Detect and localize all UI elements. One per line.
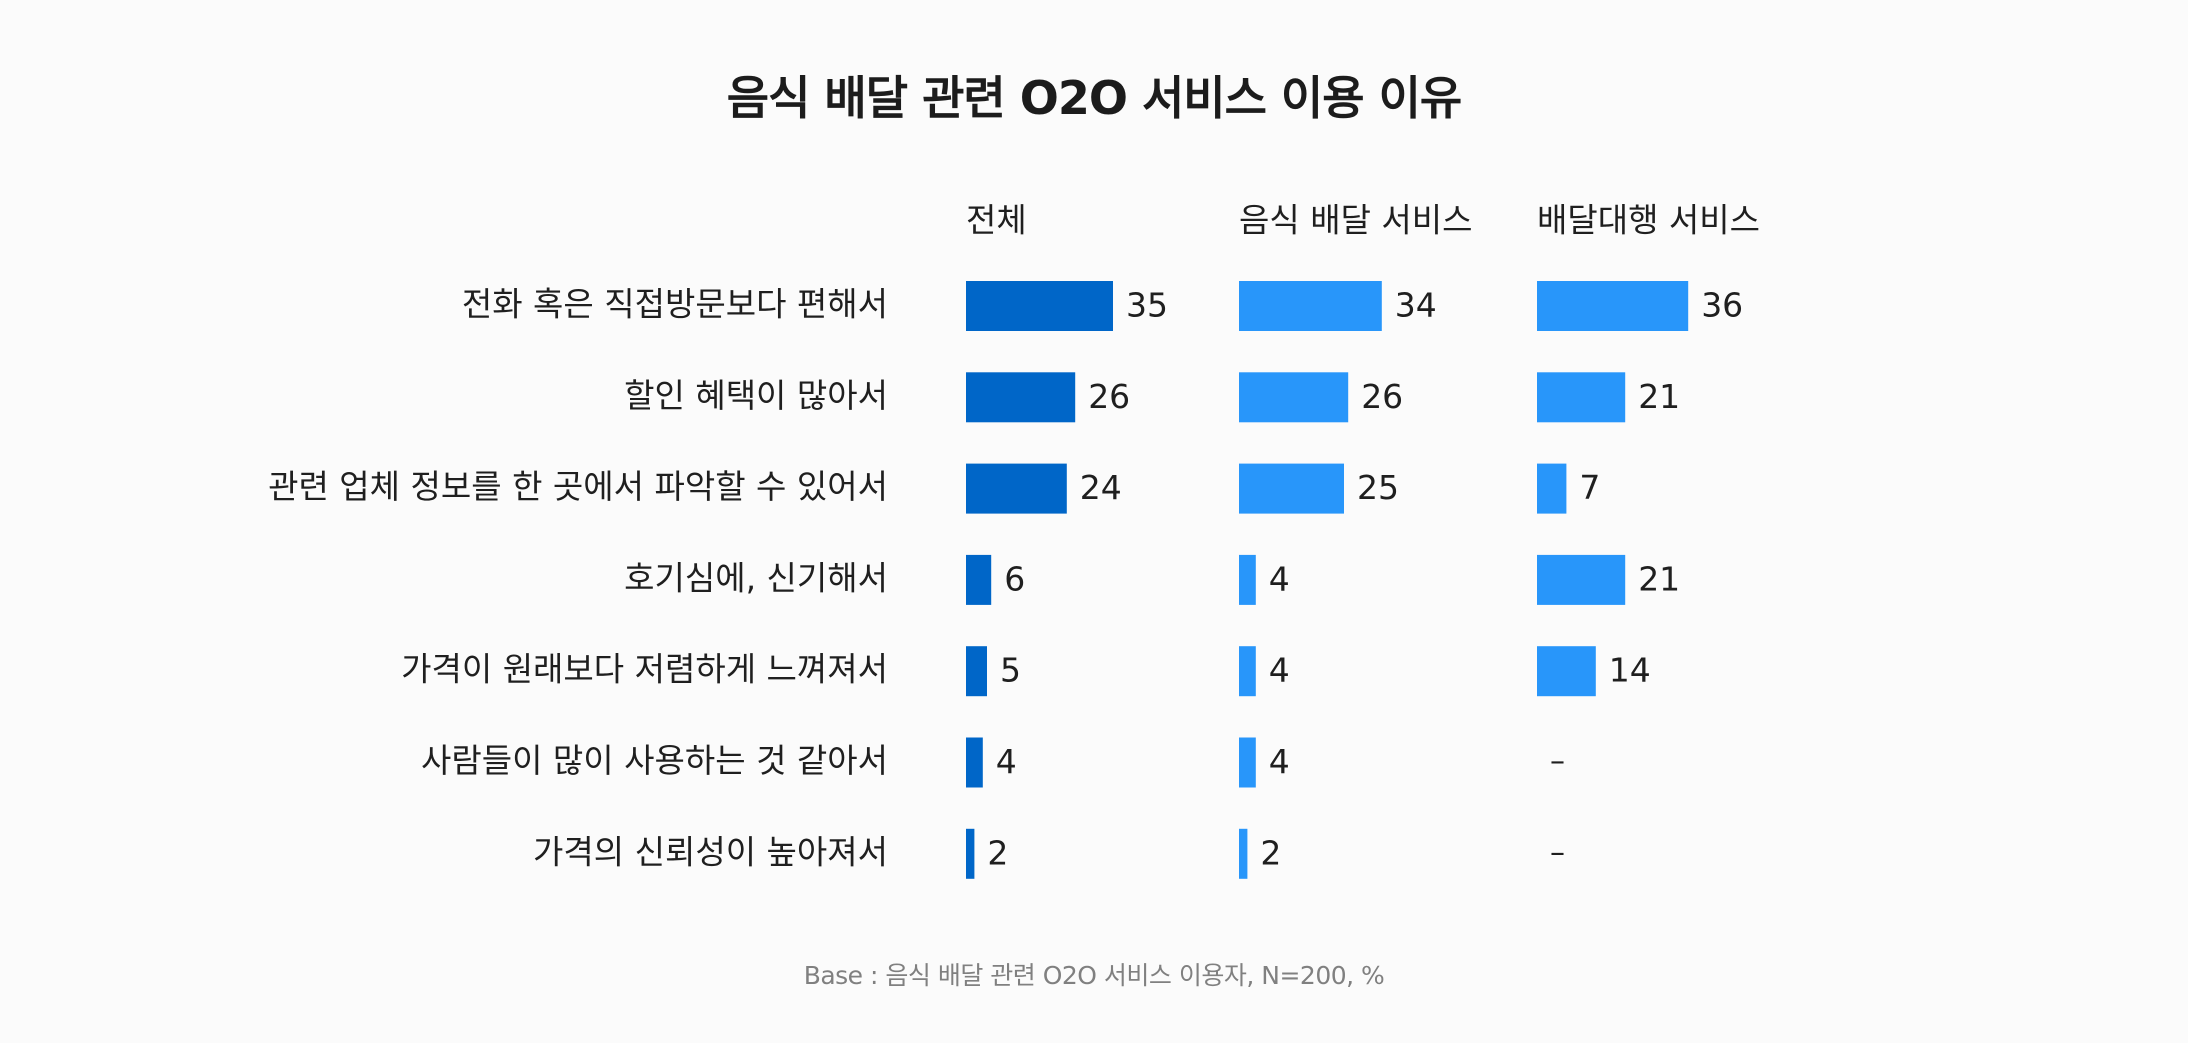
bar — [1537, 372, 1626, 423]
value-label: 21 — [1638, 377, 1680, 416]
category-label: 가격의 신뢰성이 높아져서 — [533, 832, 888, 871]
bar — [1239, 463, 1344, 514]
value-label: 4 — [1269, 651, 1290, 690]
value-label: 5 — [1000, 651, 1021, 690]
value-label: 24 — [1080, 468, 1122, 507]
value-label: 21 — [1638, 559, 1680, 598]
value-label: 7 — [1579, 468, 1600, 507]
value-label: 4 — [1269, 559, 1290, 598]
missing-value-label: – — [1550, 835, 1565, 870]
value-label: 26 — [1088, 377, 1130, 416]
category-label: 호기심에, 신기해서 — [624, 558, 888, 597]
value-label: 26 — [1361, 377, 1403, 416]
bar — [1239, 372, 1349, 423]
bar — [1537, 463, 1567, 514]
value-label: 34 — [1395, 286, 1437, 325]
value-label: 4 — [996, 742, 1017, 781]
bar — [966, 737, 983, 788]
category-label: 관련 업체 정보를 한 곳에서 파악할 수 있어서 — [268, 467, 888, 506]
bar — [1537, 281, 1689, 331]
bar — [966, 463, 1067, 514]
value-label: 36 — [1701, 286, 1743, 325]
chart-title: 음식 배달 관련 O2O 서비스 이용 이유 — [726, 71, 1462, 125]
category-label: 가격이 원래보다 저렴하게 느껴져서 — [401, 650, 888, 689]
value-label: 14 — [1609, 651, 1651, 690]
bar — [1239, 281, 1382, 331]
bar — [1239, 554, 1256, 605]
bar — [1239, 737, 1256, 788]
bar — [966, 646, 987, 697]
category-label: 할인 혜택이 많아서 — [624, 376, 888, 415]
category-label: 사람들이 많이 사용하는 것 같아서 — [421, 741, 888, 780]
value-label: 4 — [1269, 742, 1290, 781]
missing-value-label: – — [1550, 744, 1565, 779]
bar — [966, 554, 992, 605]
chart-footnote: Base : 음식 배달 관련 O2O 서비스 이용자, N=200, % — [803, 961, 1385, 990]
bar — [1537, 646, 1596, 697]
bar — [1537, 554, 1626, 605]
series-header: 음식 배달 서비스 — [1239, 201, 1473, 240]
series-header: 배달대행 서비스 — [1537, 201, 1760, 240]
value-label: 2 — [987, 833, 1008, 872]
bar — [966, 828, 975, 879]
value-label: 25 — [1357, 468, 1399, 507]
category-label: 전화 혹은 직접방문보다 편해서 — [462, 285, 888, 324]
bar — [1239, 828, 1248, 879]
value-label: 6 — [1004, 559, 1025, 598]
value-label: 35 — [1126, 286, 1168, 325]
bar — [1239, 646, 1256, 697]
bar — [966, 281, 1113, 331]
series-header: 전체 — [966, 201, 1027, 240]
bar — [966, 372, 1076, 423]
value-label: 2 — [1260, 833, 1281, 872]
